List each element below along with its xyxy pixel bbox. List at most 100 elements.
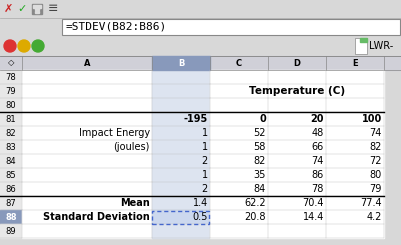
Text: 1: 1 [201,128,207,138]
Bar [0,196,22,210]
Bar [209,168,267,182]
Text: 0.5: 0.5 [192,212,207,222]
Bar [267,98,325,112]
Text: 85: 85 [6,171,16,180]
Bar [209,112,267,126]
Circle shape [4,40,16,52]
Bar [359,38,366,42]
Text: 2: 2 [201,184,207,194]
Bar [152,112,209,126]
Text: 52: 52 [253,128,265,138]
Bar [37,8,39,10]
Text: 4.2: 4.2 [366,212,381,222]
Text: 88: 88 [5,212,17,221]
Text: 84: 84 [253,184,265,194]
Bar [267,196,325,210]
Text: 79: 79 [369,184,381,194]
Text: C: C [235,59,241,68]
Text: Standard Deviation: Standard Deviation [43,212,150,222]
Text: 2: 2 [201,156,207,166]
Text: 70.4: 70.4 [302,198,323,208]
Bar [325,154,383,168]
Bar [152,154,209,168]
Text: 83: 83 [6,143,16,151]
Bar [0,112,22,126]
Bar [152,224,209,238]
Text: E: E [351,59,357,68]
Text: 86: 86 [311,170,323,180]
Text: 80: 80 [369,170,381,180]
Bar [152,210,209,223]
Bar [209,140,267,154]
Bar [325,224,383,238]
Bar [325,210,383,224]
Bar [22,210,152,224]
Text: 20: 20 [310,114,323,124]
Bar [267,224,325,238]
Bar [325,70,383,84]
Bar [325,182,383,196]
Bar [22,84,152,98]
Text: 62.2: 62.2 [244,198,265,208]
Text: =STDEV(B82:B86): =STDEV(B82:B86) [66,22,167,32]
Bar [325,196,383,210]
Bar [22,154,152,168]
Bar [22,168,152,182]
Bar [152,140,209,154]
Bar [152,210,209,224]
Bar [325,168,383,182]
Bar [35,11,37,13]
Bar [37,11,39,13]
Bar [0,168,22,182]
Text: Temperature (C): Temperature (C) [248,86,344,96]
Bar [0,140,22,154]
Bar [35,8,37,10]
Bar [209,126,267,140]
Bar [325,126,383,140]
Bar [62,19,399,35]
Bar [0,70,22,84]
Text: ◇: ◇ [8,59,14,68]
Bar [0,154,22,168]
Bar [0,224,22,238]
Text: 87: 87 [6,198,16,208]
Text: 1.4: 1.4 [192,198,207,208]
Bar [0,56,401,70]
Text: 48: 48 [311,128,323,138]
Text: (joules): (joules) [113,142,150,152]
Text: 58: 58 [253,142,265,152]
Bar [325,140,383,154]
Text: 89: 89 [6,226,16,235]
Bar [267,112,325,126]
Text: 100: 100 [361,114,381,124]
Bar [0,0,401,18]
Bar [267,154,325,168]
Text: 74: 74 [369,128,381,138]
Bar [152,70,209,84]
Text: 81: 81 [6,114,16,123]
Text: 78: 78 [6,73,16,82]
Text: 35: 35 [253,170,265,180]
Bar [33,5,41,8]
Bar [209,196,267,210]
Bar [22,112,152,126]
Bar [152,182,209,196]
Bar [22,196,152,210]
Bar [152,98,209,112]
Bar [325,112,383,126]
Bar [0,98,22,112]
Bar [267,126,325,140]
Text: -195: -195 [183,114,207,124]
Text: 86: 86 [6,184,16,194]
Bar [209,224,267,238]
Text: 1: 1 [201,170,207,180]
Bar [32,4,42,14]
Text: 14.4: 14.4 [302,212,323,222]
Text: ≡: ≡ [48,2,58,15]
Circle shape [32,40,44,52]
Bar [209,84,267,98]
Text: 82: 82 [369,142,381,152]
Bar [152,196,209,210]
Text: 20.8: 20.8 [244,212,265,222]
Bar [152,168,209,182]
